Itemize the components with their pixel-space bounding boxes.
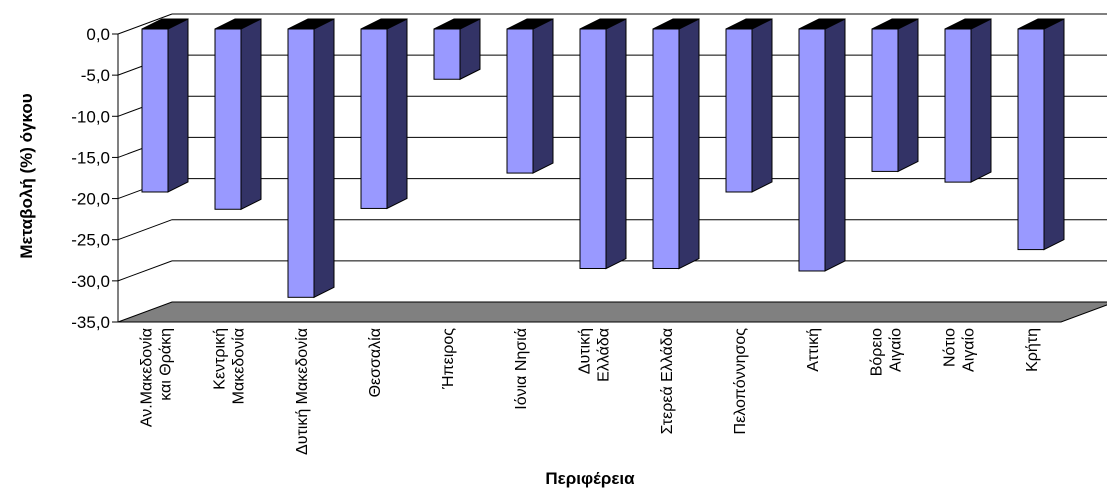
x-category-label: Αν.Μακεδονία — [139, 328, 156, 427]
bar-side — [678, 18, 700, 270]
bar-side — [459, 18, 481, 81]
bar-front — [652, 28, 680, 270]
x-category-label: και Θράκη — [158, 328, 175, 401]
bar-front — [725, 28, 753, 193]
bar — [433, 18, 481, 81]
x-category-label: Ιόνια Νησιά — [513, 328, 530, 410]
chart-floor — [117, 301, 1107, 323]
bars — [141, 18, 1065, 299]
y-tick-label: -10,0 — [71, 107, 110, 126]
bar — [944, 18, 992, 183]
bar-front — [214, 28, 242, 210]
y-tick-label: -30,0 — [71, 272, 110, 291]
x-category-label: Αττική — [805, 328, 822, 372]
bar — [360, 18, 408, 210]
value-axis — [112, 33, 119, 323]
bar-front — [433, 28, 461, 80]
x-category-label: Θεσσαλία — [367, 328, 384, 397]
bar — [725, 18, 773, 193]
bar-side — [167, 18, 189, 193]
bar-side — [386, 18, 408, 210]
bar-front — [871, 28, 899, 172]
y-axis-title: Μεταβολή (%) όγκου — [17, 93, 36, 258]
bar — [214, 18, 262, 211]
y-tick-label: -20,0 — [71, 190, 110, 209]
bar — [798, 18, 846, 272]
y-tick-label: -25,0 — [71, 231, 110, 250]
y-tick-label: -35,0 — [71, 313, 110, 332]
floor-plane — [117, 301, 1107, 323]
gridline-diagonal — [117, 13, 173, 35]
x-category-label: Νότιο — [942, 328, 959, 367]
bar — [287, 18, 335, 299]
bar-side — [1043, 18, 1065, 251]
bar-front — [579, 28, 607, 270]
x-category-label: Πελοπόννησος — [732, 328, 749, 435]
bar-side — [532, 18, 554, 174]
x-category-label: Κεντρική — [212, 328, 229, 390]
bar-front — [141, 28, 169, 193]
gridline-diagonal — [117, 219, 173, 241]
bar — [579, 18, 627, 270]
x-category-label: Ελλάδα — [596, 328, 613, 382]
bar — [652, 18, 700, 270]
bar-front — [360, 28, 388, 209]
x-category-label: Αιγαίο — [961, 328, 978, 372]
bar — [141, 18, 189, 193]
bar-side — [751, 18, 773, 193]
x-axis-title: Περιφέρεια — [545, 469, 635, 488]
bar — [506, 18, 554, 174]
bar — [1017, 18, 1065, 251]
x-category-label: Δυτική — [577, 328, 594, 374]
bar-side — [970, 18, 992, 183]
bar-side — [897, 18, 919, 173]
bar-side — [824, 18, 846, 272]
bar-front — [1017, 28, 1045, 251]
x-category-labels: Αν.Μακεδονία και Θράκη Κεντρική Μακεδονία Δυ… — [139, 328, 1042, 455]
y-tick-label: 0,0 — [86, 25, 110, 44]
gridline-diagonal — [117, 260, 173, 282]
bar-front — [798, 28, 826, 272]
bar-front — [944, 28, 972, 183]
bar — [871, 18, 919, 173]
bar-front — [506, 28, 534, 174]
y-tick-label: -5,0 — [81, 66, 110, 85]
y-tick-label: -15,0 — [71, 148, 110, 167]
x-category-label: Κρήτη — [1024, 328, 1041, 372]
bar-side — [313, 18, 335, 299]
bar-side — [240, 18, 262, 211]
bar-side — [605, 18, 627, 270]
y-tick-labels: 0,0 -5,0 -10,0 -15,0 -20,0 -25,0 -30,0 -35,0 — [71, 25, 110, 332]
x-category-label: Στερεά Ελλάδα — [659, 328, 676, 434]
x-category-label: Δυτική Μακεδονία — [294, 328, 311, 455]
x-category-label: Μακεδονία — [231, 328, 248, 404]
x-category-label: Ήπειρος — [440, 328, 457, 390]
x-category-label: Βόρειο — [869, 328, 886, 376]
bar-front — [287, 28, 315, 298]
x-category-label: Αιγαίο — [888, 328, 905, 372]
